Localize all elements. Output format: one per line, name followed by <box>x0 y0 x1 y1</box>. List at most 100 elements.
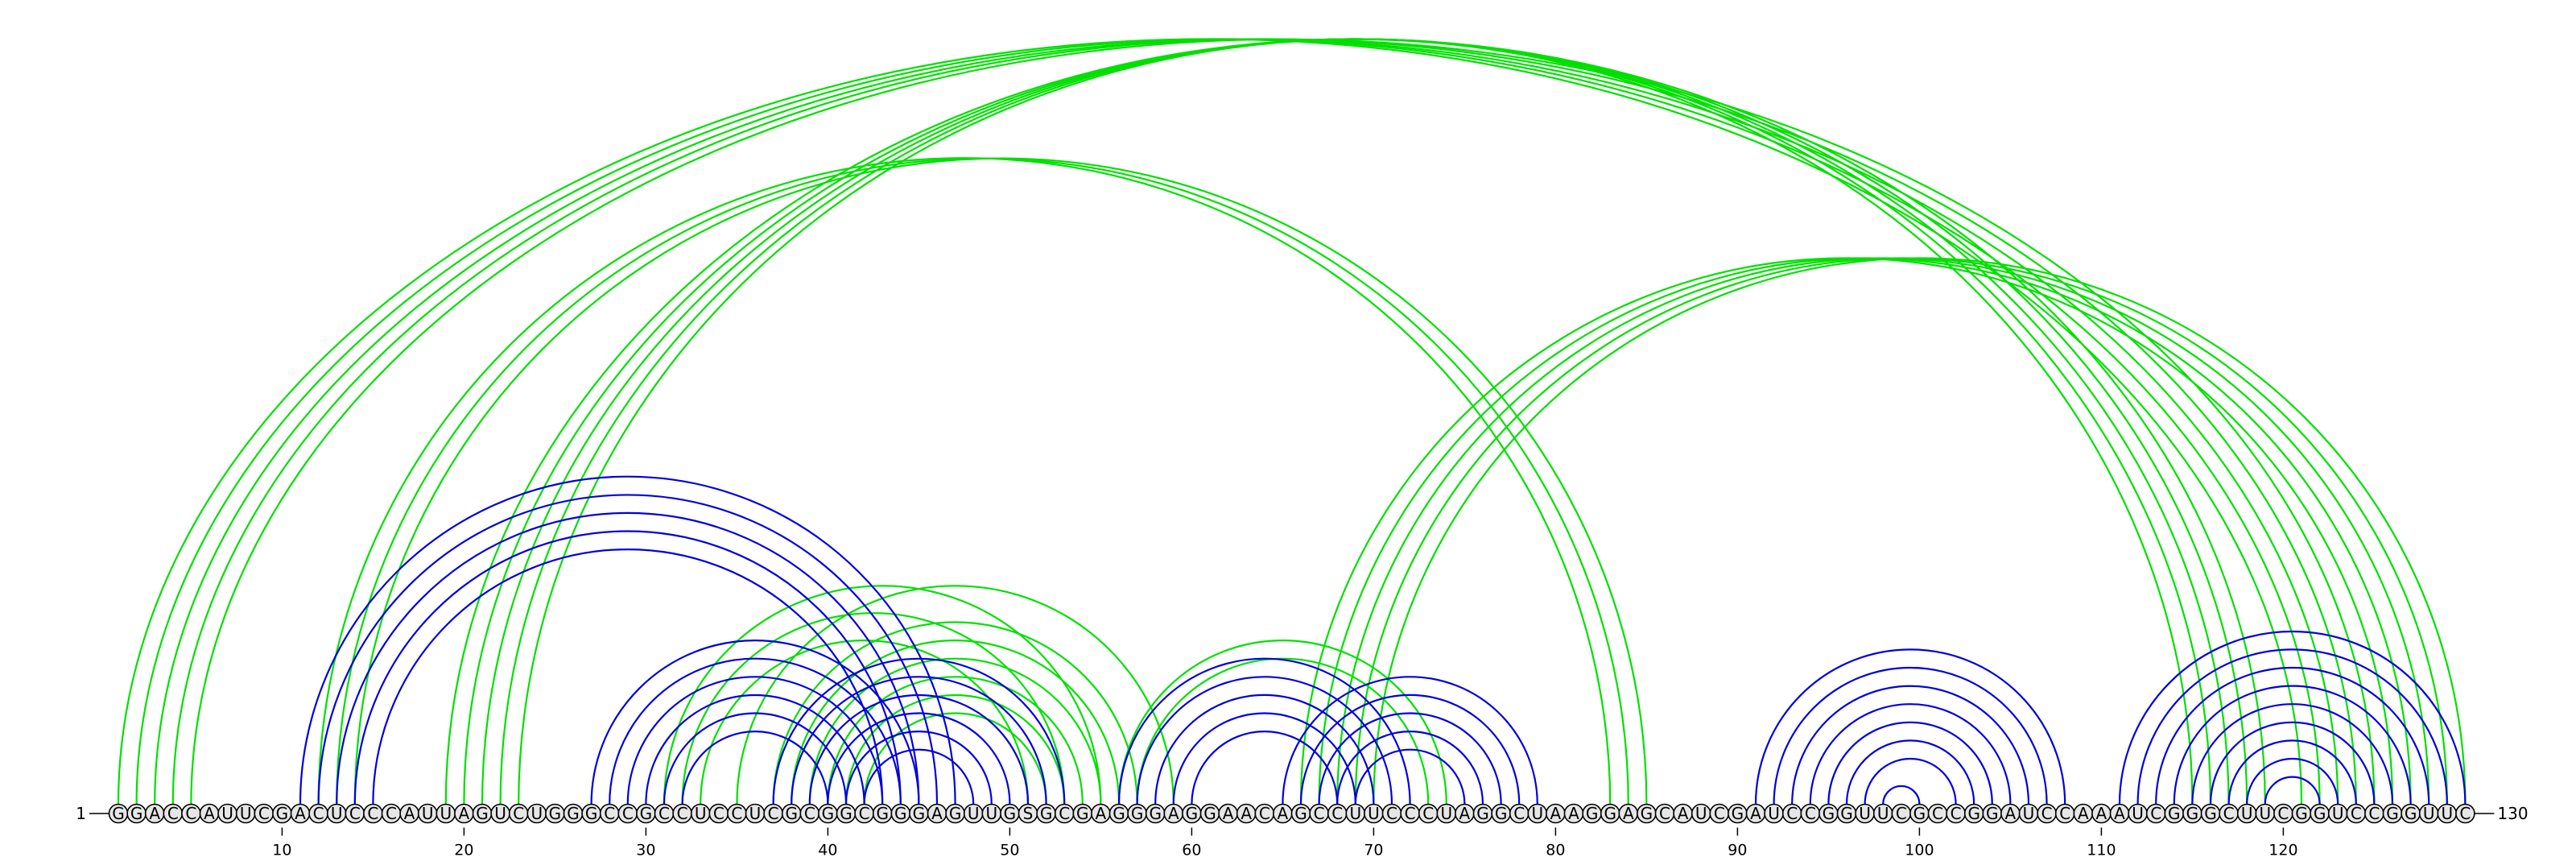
nucleotide-79: U <box>1527 803 1548 824</box>
nucleotide-123: U <box>2327 803 2348 824</box>
nucleotide-5: C <box>181 803 201 824</box>
nucleotide-letter: U <box>422 804 434 823</box>
nucleotide-letter: C <box>367 804 378 823</box>
nucleotide-1: G <box>108 803 129 824</box>
blue-arc-98-100 <box>1882 785 1921 805</box>
nucleotide-39: C <box>799 803 820 824</box>
nucleotide-120: C <box>2273 803 2293 824</box>
nucleotide-125: C <box>2364 803 2384 824</box>
nucleotide-letter: U <box>2132 804 2144 823</box>
nucleotide-6: A <box>199 803 220 824</box>
nucleotide-28: C <box>599 803 620 824</box>
nucleotide-55: A <box>1091 803 1111 824</box>
nucleotide-38: G <box>781 803 802 824</box>
nucleotide-103: G <box>1963 803 1984 824</box>
nucleotide-letter: U <box>695 804 707 823</box>
blue-arc-119-122 <box>2264 776 2321 805</box>
nucleotide-92: U <box>1764 803 1784 824</box>
tick-label-30: 30 <box>636 842 655 857</box>
blue-arc-30-42 <box>645 693 865 805</box>
blue-arc-94-105 <box>1809 703 2012 805</box>
nucleotide-60: G <box>1182 803 1202 824</box>
blue-arc-68-76 <box>1336 731 1484 805</box>
nucleotide-107: C <box>2037 803 2057 824</box>
nucleotide-letter: C <box>313 804 324 823</box>
nucleotide-40: G <box>818 803 838 824</box>
nucleotide-102: C <box>1946 803 1966 824</box>
nucleotide-letter: C <box>1896 804 1907 823</box>
nucleotide-letter: G <box>567 804 580 823</box>
nucleotide-letter: A <box>1096 804 1107 823</box>
nucleotide-89: C <box>1709 803 1730 824</box>
nucleotide-2: G <box>126 803 147 824</box>
blue-arc-56-72 <box>1117 657 1411 805</box>
blue-arc-112-129 <box>2136 648 2448 805</box>
nucleotide-116: G <box>2200 803 2221 824</box>
nucleotide-97: U <box>1855 803 1875 824</box>
tick-label-90: 90 <box>1728 842 1747 857</box>
nucleotide-letter: C <box>1259 804 1270 823</box>
nucleotide-59: A <box>1163 803 1184 824</box>
nucleotide-letter: U <box>968 804 980 823</box>
nucleotide-letter: C <box>859 804 870 823</box>
blue-arc-15-43 <box>372 549 884 805</box>
nucleotide-letter: C <box>1659 804 1670 823</box>
nucleotide-letter: G <box>276 804 289 823</box>
nucleotide-letter: A <box>2005 804 2017 823</box>
nucleotide-35: C <box>727 803 747 824</box>
nucleotide-84: A <box>1618 803 1639 824</box>
blue-arc-27-45 <box>590 640 920 805</box>
nucleotide-24: U <box>526 803 547 824</box>
nucleotide-letter: C <box>622 804 634 823</box>
nucleotide-65: A <box>1273 803 1293 824</box>
nucleotide-letter: G <box>876 804 889 823</box>
green-arc-41-53 <box>844 693 1066 805</box>
nucleotide-letter: G <box>1294 804 1307 823</box>
nucleotide-letter: G <box>1186 804 1199 823</box>
nucleotide-56: G <box>1108 803 1129 824</box>
nucleotide-82: G <box>1582 803 1602 824</box>
nucleotide-letter: G <box>1076 804 1089 823</box>
green-arc-42-52 <box>863 712 1047 805</box>
nucleotide-11: A <box>290 803 311 824</box>
nucleotide-7: U <box>217 803 237 824</box>
blue-arc-32-40 <box>681 731 829 805</box>
blue-arc-111-130 <box>2118 630 2467 805</box>
nucleotide-63: A <box>1236 803 1257 824</box>
nucleotide-letter: C <box>677 804 688 823</box>
nucleotide-letter: U <box>530 804 543 823</box>
nucleotide-letter: C <box>2368 804 2380 823</box>
blue-arc-42-48 <box>863 748 975 805</box>
green-arc-14-85 <box>353 157 1648 805</box>
nucleotide-36: U <box>745 803 766 824</box>
nucleotide-letter: G <box>913 804 926 823</box>
nucleotide-letter: U <box>1695 804 1707 823</box>
nucleotide-letter: U <box>2441 804 2453 823</box>
nucleotide-letter: G <box>1476 804 1489 823</box>
nucleotide-76: G <box>1472 803 1493 824</box>
green-arc-5-125 <box>190 38 2376 805</box>
nucleotide-letter: G <box>840 804 852 823</box>
blue-arc-13-45 <box>336 511 920 805</box>
nucleotide-13: U <box>326 803 347 824</box>
nucleotide-letter: G <box>1604 804 1616 823</box>
blue-arc-95-104 <box>1827 721 1993 805</box>
nucleotide-letter: C <box>2059 804 2070 823</box>
nucleotide-letter: C <box>658 804 670 823</box>
tick-label-70: 70 <box>1364 842 1383 857</box>
nucleotide-45: G <box>909 803 929 824</box>
nucleotide-letter: A <box>404 804 415 823</box>
nucleotide-letter: C <box>731 804 742 823</box>
blue-arc-66-78 <box>1299 693 1521 805</box>
blue-arc-67-77 <box>1318 712 1502 805</box>
blue-arc-115-126 <box>2191 703 2394 805</box>
nucleotide-109: A <box>2073 803 2094 824</box>
nucleotide-letter: C <box>1331 804 1343 823</box>
nucleotide-85: G <box>1637 803 1657 824</box>
nucleotide-letter: A <box>149 804 160 823</box>
nucleotide-letter: C <box>2223 804 2235 823</box>
nucleotide-80: A <box>1546 803 1566 824</box>
nucleotide-letter: C <box>1805 804 1816 823</box>
blue-arc-114-127 <box>2173 685 2412 805</box>
